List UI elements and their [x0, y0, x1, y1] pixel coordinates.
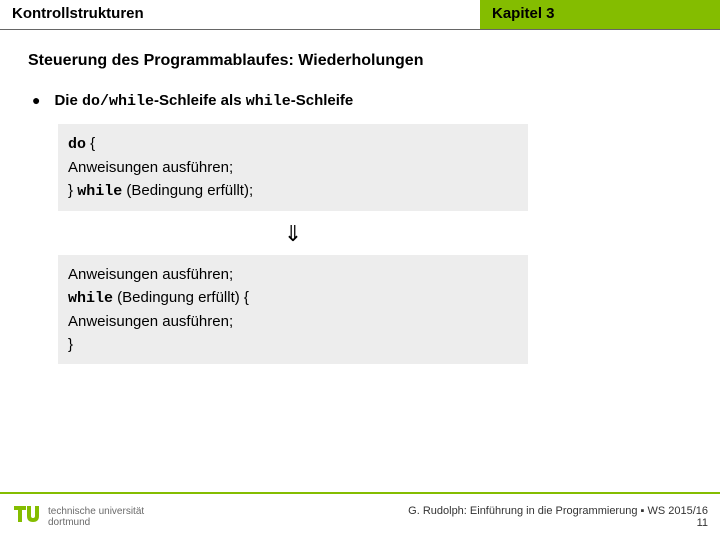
brace-close: }	[68, 182, 77, 199]
bullet-text: Die do/while-Schleife als while-Schleife	[54, 92, 353, 110]
code-line: while (Bedingung erfüllt) {	[68, 286, 518, 310]
header-topic: Kontrollstrukturen	[0, 0, 480, 29]
text-mid: -Schleife als	[154, 92, 246, 109]
code-line: Anweisungen ausführen;	[68, 156, 518, 179]
text-code1: do/while	[82, 93, 154, 110]
university-logo: technische universität dortmund	[12, 503, 144, 531]
slide-content: Steuerung des Programmablaufes: Wiederho…	[0, 30, 720, 364]
text-pre: Die	[54, 92, 82, 109]
text-post: -Schleife	[291, 92, 354, 109]
logo-text: technische universität dortmund	[48, 506, 144, 528]
subtitle: Steuerung des Programmablaufes: Wiederho…	[28, 52, 692, 70]
header-chapter: Kapitel 3	[480, 0, 720, 29]
brace-open: {	[86, 135, 95, 152]
code-line: Anweisungen ausführen;	[68, 310, 518, 333]
logo-line1: technische universität	[48, 506, 144, 517]
kw-while: while	[77, 183, 122, 200]
condition-open: (Bedingung erfüllt) {	[113, 289, 249, 306]
code-line: } while (Bedingung erfüllt);	[68, 179, 518, 203]
tu-logo-icon	[12, 503, 42, 531]
code-line: Anweisungen ausführen;	[68, 263, 518, 286]
code-box-do-while: do { Anweisungen ausführen; } while (Bed…	[58, 124, 528, 211]
bullet-item: ● Die do/while-Schleife als while-Schlei…	[32, 92, 692, 110]
code-box-while: Anweisungen ausführen; while (Bedingung …	[58, 255, 528, 364]
footer-credit: G. Rudolph: Einführung in die Programmie…	[408, 505, 708, 529]
credit-text: G. Rudolph: Einführung in die Programmie…	[408, 505, 708, 517]
code-line: do {	[68, 132, 518, 156]
slide-header: Kontrollstrukturen Kapitel 3	[0, 0, 720, 30]
bullet-marker: ●	[32, 92, 40, 108]
page-number: 11	[408, 517, 708, 529]
kw-while: while	[68, 290, 113, 307]
condition: (Bedingung erfüllt);	[122, 182, 253, 199]
text-code2: while	[246, 93, 291, 110]
down-arrow-icon: ⇓	[58, 211, 528, 255]
code-line: }	[68, 333, 518, 356]
slide-footer: technische universität dortmund G. Rudol…	[0, 492, 720, 540]
kw-do: do	[68, 136, 86, 153]
logo-line2: dortmund	[48, 517, 144, 528]
